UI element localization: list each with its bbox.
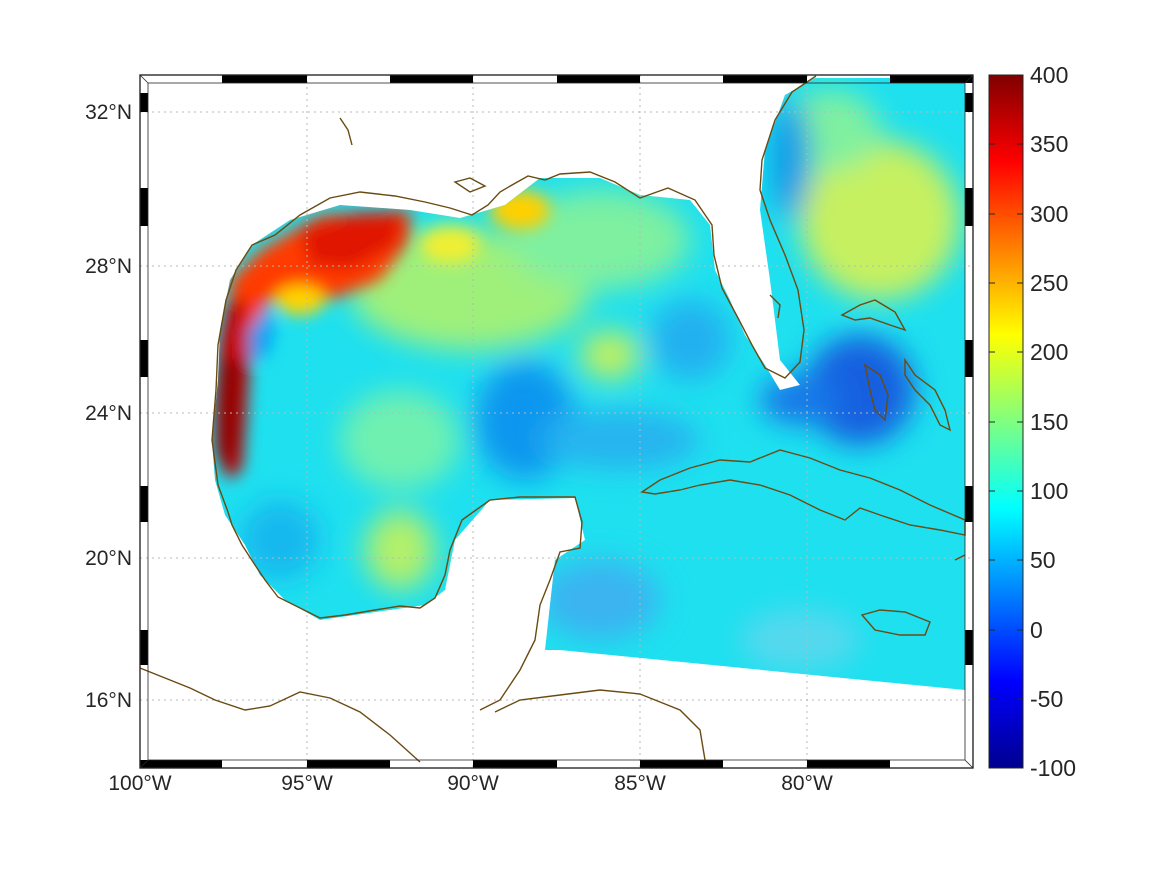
lat-tick-label: 16°N [85, 689, 132, 712]
lat-tick-label: 32°N [85, 101, 132, 124]
colorbar-tick-label: 300 [1030, 201, 1068, 227]
colorbar-tick-label: -50 [1030, 686, 1063, 712]
colorbar-tick-label: 100 [1030, 478, 1068, 504]
colorbar-tick-label: 400 [1030, 62, 1068, 88]
latitude-labels: 32°N 28°N 24°N 20°N 16°N [85, 101, 132, 712]
lon-tick-label: 85°W [614, 772, 666, 795]
lon-tick-label: 100°W [108, 772, 171, 795]
colorbar-tick-label: 200 [1030, 339, 1068, 365]
colorbar-tick-label: 250 [1030, 270, 1068, 296]
lat-tick-label: 24°N [85, 402, 132, 425]
colorbar-tick-label: 0 [1030, 617, 1043, 643]
lon-tick-label: 80°W [781, 772, 833, 795]
lat-tick-label: 28°N [85, 255, 132, 278]
colorbar-tick-label: -100 [1030, 755, 1076, 781]
colorbar-tick-label: 350 [1030, 131, 1068, 157]
map-frame [139, 74, 974, 769]
colorbar-tick-label: 150 [1030, 409, 1068, 435]
coastlines [140, 75, 966, 763]
lon-tick-label: 90°W [447, 772, 499, 795]
lon-tick-label: 95°W [281, 772, 333, 795]
colorbar-tick-label: 50 [1030, 547, 1056, 573]
lat-tick-label: 20°N [85, 547, 132, 570]
longitude-labels: 100°W 95°W 90°W 85°W 80°W [108, 772, 833, 795]
field-layer [212, 78, 965, 690]
colorbar: 400 350 300 250 200 150 100 50 0 -50 -10… [988, 62, 1076, 781]
